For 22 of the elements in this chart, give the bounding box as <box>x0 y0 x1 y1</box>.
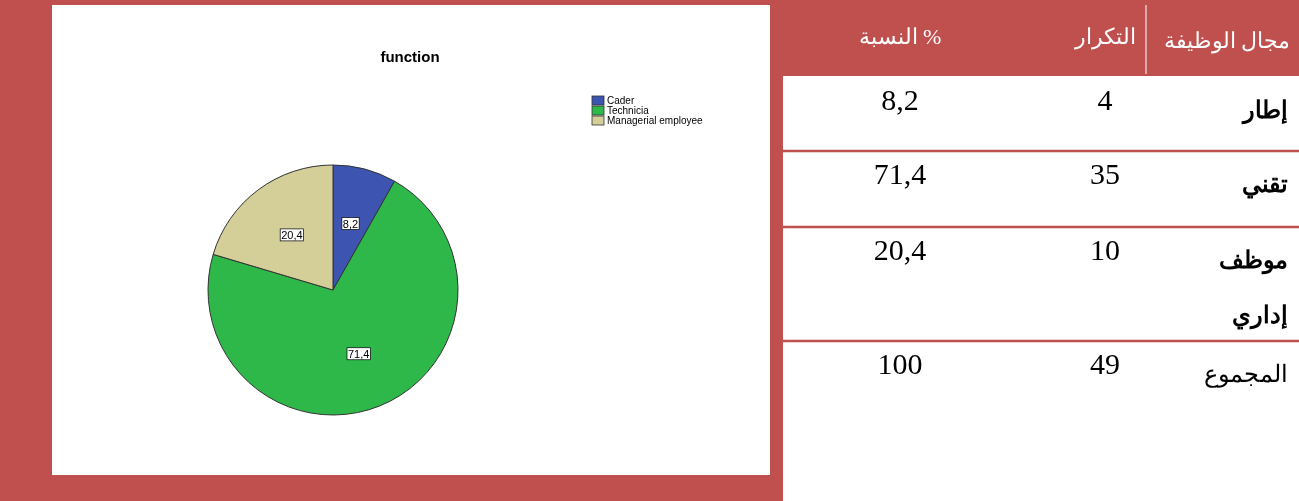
text: إطار <box>1241 97 1288 125</box>
text: 71,4 <box>873 157 927 190</box>
text: مجال الوظيفة <box>1163 28 1290 54</box>
data-label: 71,4 <box>348 347 370 360</box>
text: 35 <box>1090 157 1120 190</box>
data-label: 8,2 <box>342 217 359 230</box>
text: النسبة % <box>858 24 942 49</box>
legend-label: Managerial employee <box>607 115 704 126</box>
text: تقني <box>1242 171 1288 199</box>
text: التكرار <box>1073 24 1136 50</box>
data-label: 20,4 <box>281 228 303 241</box>
text: 4 <box>1097 83 1113 116</box>
text: 20,4 <box>873 233 927 266</box>
chart-title: function <box>380 48 440 65</box>
legend-label: Technicia <box>607 105 650 116</box>
text: 10 <box>1090 233 1120 266</box>
text: المجموع <box>1204 361 1288 388</box>
text: موظف إداري <box>1219 247 1288 328</box>
text: 100 <box>877 347 923 380</box>
text: 49 <box>1090 347 1120 380</box>
text: 8,2 <box>881 83 919 116</box>
legend-label: Cader <box>607 95 635 106</box>
